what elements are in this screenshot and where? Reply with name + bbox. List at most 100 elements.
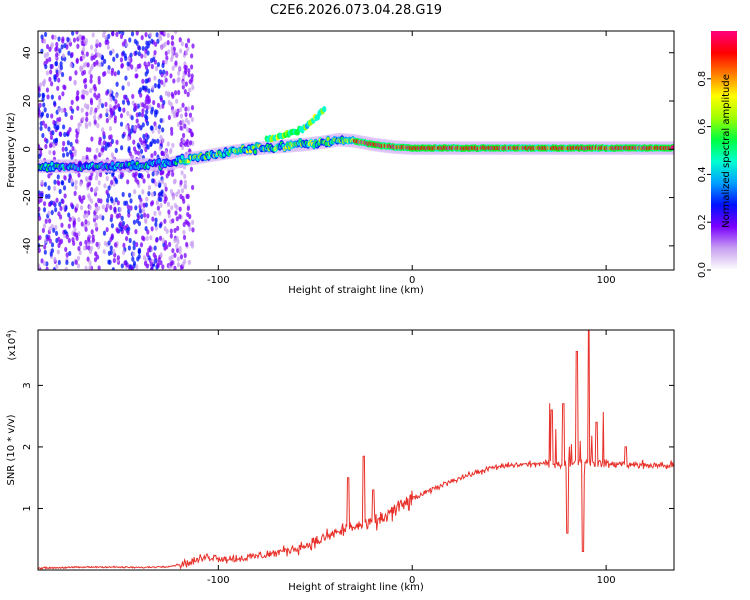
- heatmap-cell: [144, 64, 149, 70]
- heatmap-cell: [49, 134, 54, 141]
- heatmap-cell: [94, 47, 98, 54]
- heatmap-cell: [151, 85, 155, 91]
- heatmap-cell: [110, 179, 114, 185]
- heatmap-cell: [156, 38, 160, 44]
- heatmap-cell: [52, 119, 56, 126]
- heatmap-cell: [189, 166, 194, 172]
- heatmap-cell: [188, 87, 192, 93]
- heatmap-cell: [43, 181, 47, 187]
- heatmap-cell: [151, 178, 155, 184]
- heatmap-cell: [92, 54, 96, 60]
- heatmap-cell: [108, 125, 113, 132]
- heatmap-cell: [109, 134, 113, 140]
- heatmap-cell: [84, 121, 88, 128]
- heatmap-cell: [153, 82, 158, 89]
- heatmap-cell: [173, 90, 178, 96]
- heatmap-cell: [67, 50, 71, 56]
- heatmap-cell: [147, 40, 151, 46]
- heatmap-cell: [45, 113, 50, 119]
- heatmap-cell: [174, 60, 178, 66]
- heatmap-cell: [53, 74, 57, 80]
- heatmap-cell: [69, 62, 73, 68]
- heatmap-cell: [176, 262, 181, 268]
- heatmap-cell: [190, 53, 194, 59]
- heatmap-cell: [80, 35, 85, 41]
- heatmap-cell: [158, 145, 162, 151]
- heatmap-cell: [171, 108, 175, 115]
- heatmap-cell: [118, 106, 122, 112]
- heatmap-cell: [110, 161, 115, 166]
- heatmap-cell: [176, 225, 180, 231]
- heatmap-cell: [64, 146, 68, 152]
- heatmap-cell: [167, 49, 171, 55]
- heatmap-cell: [53, 34, 57, 40]
- heatmap-cell: [175, 247, 180, 254]
- heatmap-cell: [129, 128, 134, 134]
- heatmap-cell: [90, 229, 94, 235]
- heatmap-cell: [103, 58, 107, 64]
- heatmap-cell: [186, 193, 190, 199]
- heatmap-cell: [132, 240, 136, 246]
- heatmap-cell: [153, 150, 157, 156]
- snr-y-tick-label: 3: [22, 382, 33, 388]
- heatmap-cell: [88, 204, 92, 211]
- heatmap-cell: [179, 179, 183, 185]
- heatmap-cell: [64, 246, 68, 253]
- heatmap-cell: [48, 218, 52, 224]
- heatmap-cell: [135, 264, 139, 270]
- heatmap-cell: [93, 119, 97, 125]
- heatmap-cell: [84, 38, 89, 44]
- heatmap-x-tick-label: 0: [409, 275, 415, 286]
- heatmap-cell: [57, 259, 61, 266]
- heatmap-cell: [88, 147, 92, 153]
- heatmap-marks: [38, 31, 674, 270]
- heatmap-cell: [139, 92, 143, 98]
- heatmap-cell: [80, 198, 84, 204]
- heatmap-cell: [175, 216, 179, 222]
- heatmap-cell: [134, 205, 138, 211]
- heatmap-cell: [104, 101, 108, 108]
- heatmap-cell: [97, 180, 101, 186]
- heatmap-cell: [109, 236, 113, 243]
- heatmap-cell: [109, 107, 113, 113]
- heatmap-cell: [128, 37, 132, 43]
- heatmap-cell: [175, 204, 179, 211]
- heatmap-cell: [182, 138, 186, 144]
- heatmap-cell: [154, 66, 159, 72]
- heatmap-cell: [50, 81, 54, 87]
- heatmap-cell: [170, 254, 174, 260]
- heatmap-cell: [130, 64, 134, 70]
- heatmap-y-tick-label: -40: [22, 238, 33, 254]
- heatmap-cell: [130, 115, 134, 121]
- colorbar-gradient: [711, 31, 737, 270]
- heatmap-cell: [132, 251, 136, 257]
- heatmap-cell: [183, 179, 187, 185]
- heatmap-cell: [139, 242, 144, 248]
- heatmap-cell: [181, 261, 185, 267]
- heatmap-cell: [118, 31, 122, 35]
- heatmap-cell: [38, 102, 42, 108]
- heatmap-cell: [102, 140, 107, 146]
- heatmap-cell: [51, 34, 55, 40]
- heatmap-cell: [177, 89, 181, 96]
- heatmap-cell: [105, 118, 109, 124]
- heatmap-cell: [93, 188, 97, 194]
- heatmap-cell: [124, 55, 128, 62]
- heatmap-cell: [136, 256, 140, 262]
- heatmap-cell: [158, 182, 162, 188]
- heatmap-cell: [98, 42, 102, 48]
- heatmap-cell: [47, 185, 51, 191]
- heatmap-cell: [84, 219, 88, 225]
- heatmap-cell: [121, 220, 126, 226]
- heatmap-cell: [124, 75, 128, 81]
- heatmap-cell: [159, 97, 164, 103]
- heatmap-cell: [82, 69, 87, 75]
- heatmap-cell: [52, 100, 57, 106]
- heatmap-cell: [55, 46, 59, 52]
- heatmap-cell: [101, 147, 105, 153]
- heatmap-cell: [131, 93, 135, 100]
- heatmap-cell: [179, 141, 183, 148]
- heatmap-cell: [169, 228, 173, 234]
- figure-title: C2E6.2026.073.04.28.G19: [270, 3, 442, 18]
- heatmap-cell: [138, 137, 142, 143]
